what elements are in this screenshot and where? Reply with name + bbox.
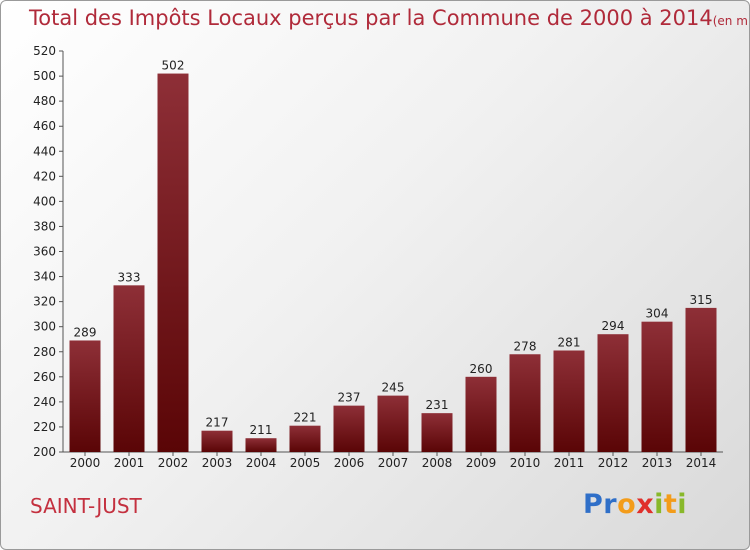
bar-value-label: 281 [558,335,581,349]
logo-letter: r [603,489,618,520]
logo-letter: i [654,489,664,520]
y-tick-label: 320 [33,295,56,309]
bar [157,73,189,453]
x-tick-label: 2013 [642,456,673,470]
y-tick-label: 220 [33,420,56,434]
chart-axes: 200 220 240 260 280 300 320 340 360 380 400 420 440 4… [33,44,723,459]
logo-letter: i [677,489,688,520]
bar [377,395,409,452]
chart-bars [69,73,717,453]
y-tick-label: 500 [33,69,56,83]
bar-value-label: 289 [74,325,97,339]
x-tick-label: 2004 [246,456,277,470]
x-tick-label: 2001 [114,456,145,470]
x-tick-label: 2011 [554,456,585,470]
y-tick-label: 280 [33,345,56,359]
chart-title: Total des Impôts Locaux perçus par la Co… [29,6,713,30]
bar-value-label: 278 [514,339,537,353]
y-tick-label: 380 [33,219,56,233]
x-tick-label: 2005 [290,456,321,470]
y-tick-label: 520 [33,44,56,58]
bar-value-label: 315 [690,293,713,307]
bar-value-label: 333 [118,270,141,284]
y-tick-label: 400 [33,194,56,208]
x-tick-label: 2009 [466,456,497,470]
bar [333,405,365,452]
x-tick-label: 2002 [158,456,189,470]
y-tick-label: 300 [33,320,56,334]
logo-letter: o [617,489,637,520]
bar-value-label: 231 [426,398,449,412]
x-tick-label: 2008 [422,456,453,470]
bar-value-label: 237 [338,391,361,405]
y-tick-label: 460 [33,119,56,133]
bar [641,321,673,452]
y-tick-label: 360 [33,245,56,259]
bar-value-label: 245 [382,381,405,395]
proxiti-logo: Proxiti [583,489,687,520]
bar [465,376,497,452]
chart-title-block: Total des Impôts Locaux perçus par la Co… [29,6,750,30]
y-tick-label: 340 [33,270,56,284]
bar [245,438,277,452]
logo-letter: t [663,489,678,520]
logo-letter: P [583,489,604,520]
x-tick-label: 2006 [334,456,365,470]
y-tick-label: 480 [33,94,56,108]
y-tick-label: 200 [33,445,56,459]
y-tick-label: 260 [33,370,56,384]
bar [201,430,233,452]
bar [685,307,717,452]
bar-value-label: 304 [646,307,669,321]
bar-value-label: 502 [162,59,185,73]
y-tick-label: 240 [33,395,56,409]
chart-labels: 289 2000 333 2001 502 2002 217 2003 211 2004 221 20… [70,59,717,470]
commune-name: SAINT-JUST [30,494,142,518]
logo-letter: x [636,489,655,520]
bar-value-label: 217 [206,416,229,430]
bar [69,340,101,452]
bar [421,413,453,452]
x-tick-label: 2014 [686,456,717,470]
bar [289,425,321,452]
x-tick-label: 2010 [510,456,541,470]
bar-value-label: 294 [602,319,625,333]
chart-unit: (en milliers d'€) [712,14,750,28]
x-tick-label: 2000 [70,456,101,470]
bar-value-label: 211 [250,423,273,437]
bar [113,285,145,452]
bar-value-label: 260 [470,362,493,376]
y-tick-label: 420 [33,169,56,183]
bar [597,334,629,452]
bar-value-label: 221 [294,411,317,425]
x-tick-label: 2007 [378,456,409,470]
x-tick-label: 2003 [202,456,233,470]
x-tick-label: 2012 [598,456,629,470]
bar [509,354,541,452]
bar [553,350,585,452]
y-tick-label: 440 [33,144,56,158]
